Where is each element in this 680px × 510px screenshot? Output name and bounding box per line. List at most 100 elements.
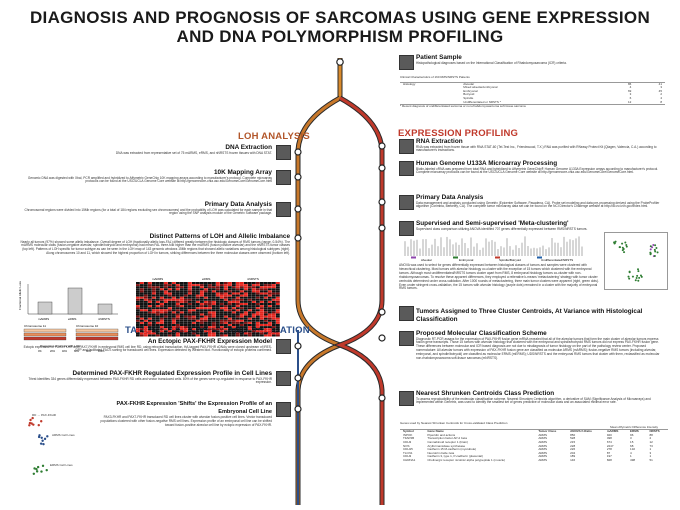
heatmap-cell [152,324,156,326]
heatmap-cell [160,303,164,305]
heatmap-cell [184,294,188,297]
scatter-point [636,274,639,277]
heatmap-cell [248,305,252,308]
heatmap-cell [224,294,228,297]
heatmap-cell [224,288,228,291]
heatmap-cell [264,328,268,331]
heatmap-cell [268,313,272,316]
heatmap-cell [152,303,156,305]
heatmap-cell [232,321,236,324]
heatmap-cell [192,300,196,303]
heatmap-cell [152,317,156,320]
heatmap-cell [264,321,268,324]
heatmap-cell [236,313,240,316]
heatmap-cell [228,296,232,299]
heatmap-cell [160,319,164,322]
heatmap-cell [252,290,256,293]
heatmap-cell [224,313,228,316]
heatmap-cell [248,324,252,326]
heatmap-cell [200,309,204,312]
heatmap-cell [276,303,280,305]
cluster-color-key [537,256,542,259]
heatmap-cell [256,307,260,310]
heatmap-cell [176,319,180,322]
heatmap-cell [256,326,260,329]
heatmap-cell [196,319,200,322]
scatter-point [637,270,640,273]
heatmap-cell [184,330,188,333]
heatmap-cell [256,321,260,324]
heatmap-cell [272,309,276,312]
heatmap-cell [276,311,280,314]
heatmap-cell [208,332,212,335]
heatmap-cell [200,282,204,284]
heatmap-cell [156,290,160,293]
patient-table-cell: 12 [627,99,632,104]
heatmap-cell [136,298,140,301]
heatmap-cell [192,317,196,320]
heatmap-cell [192,332,196,335]
heatmap-cell [220,300,224,303]
heatmap-cell [260,292,264,295]
heatmap-cell [180,290,184,293]
heatmap-cell [220,307,224,310]
gene-table-cell: TFAP2B [403,436,415,441]
heatmap-cell [216,332,220,335]
heatmap-cell [188,315,192,318]
heatmap-cell [216,292,220,295]
heatmap-cell [164,321,168,324]
heatmap-cell [172,282,176,284]
fal-label-marms: mARMS [38,317,49,321]
heatmap-cell [172,326,176,329]
heatmap-cell [144,305,148,308]
heatmap-cell [172,284,176,287]
heatmap-cell [204,321,208,324]
gene-table-cell: ARMS [538,443,548,448]
heatmap-cell [140,290,144,293]
heatmap-cell [172,309,176,312]
heatmap-cell [176,288,180,291]
heatmap-cell [228,334,232,337]
heatmap-cell [196,311,200,314]
proposed-scheme-text: Diagnostic RT-PCR assays for the express… [416,336,660,361]
heatmap-cell [196,330,200,333]
heatmap-cell [152,298,156,301]
heatmap-cell [216,321,220,324]
heatmap-cell [144,315,148,318]
scatter-point [625,243,628,246]
heatmap-cell [204,328,208,331]
heatmap-cell [260,298,264,301]
heatmap-cell [208,317,212,320]
heatmap-cell [192,305,196,308]
heatmap-cell [156,311,160,314]
heatmap-cell [256,292,260,295]
gene-table-cell: 1 [649,454,652,459]
heatmap-cell [136,303,140,305]
heatmap-cell [268,298,272,301]
heatmap-cell [236,282,240,284]
heatmap-cell [268,321,272,324]
heatmap-cell [164,288,168,291]
heatmap-cell [236,326,240,329]
heatmap-cell [188,317,192,320]
heatmap-cell [216,290,220,293]
heatmap-cell [272,324,276,326]
heatmap-cell [240,328,244,331]
heatmap-cell [268,282,272,284]
scatter-point [628,271,631,274]
heatmap-cell [260,319,264,322]
heatmap-cell [188,292,192,295]
scatter-point [638,276,641,279]
heatmap-cell [204,326,208,329]
gene-table-row: CDH15 Cadherin 15 M-cadherin (myotubule) A… [400,448,668,452]
heatmap-cell [196,300,200,303]
heatmap-cell [216,324,220,326]
heatmap-cell [144,282,148,284]
heatmap-cell [228,294,232,297]
heatmap-cell [220,317,224,320]
heatmap-cell [220,328,224,331]
pca-point [31,416,34,420]
heatmap-cell [160,300,164,303]
heatmap-cell [160,305,164,308]
heatmap-cell [180,313,184,316]
